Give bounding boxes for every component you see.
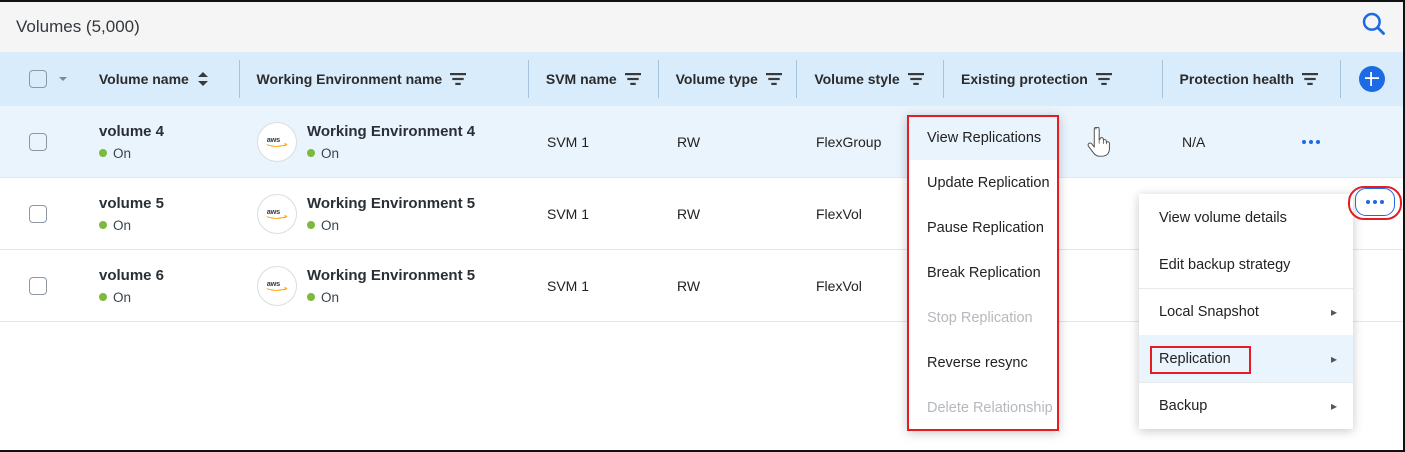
svg-text:aws: aws [267,207,280,216]
svg-text:aws: aws [267,279,280,288]
svg-text:aws: aws [267,135,280,144]
